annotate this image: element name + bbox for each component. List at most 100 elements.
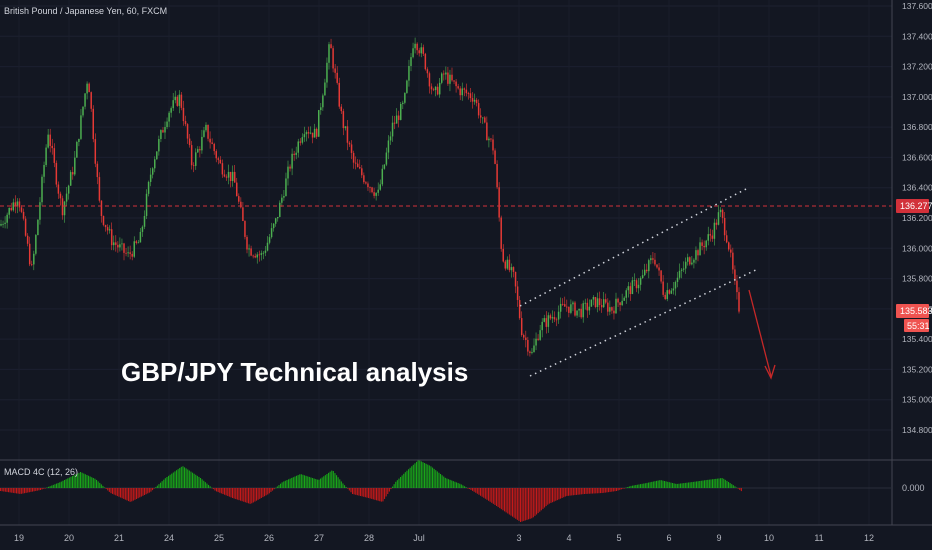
macd-bar: [336, 475, 338, 488]
candle-body: [418, 50, 420, 54]
macd-bar: [585, 488, 587, 494]
candle-body: [51, 145, 53, 149]
candle-body: [350, 144, 353, 153]
candle-body: [43, 164, 45, 177]
macd-bar: [494, 488, 496, 505]
macd-bar: [478, 488, 480, 495]
time-tick-label: 24: [164, 533, 174, 543]
ascending-channel[interactable]: [519, 187, 759, 377]
macd-bar: [387, 488, 389, 494]
macd-pane[interactable]: MACD 4C (12, 26) 0.000: [0, 459, 932, 525]
macd-bar: [588, 488, 590, 494]
macd-bar: [460, 484, 462, 488]
macd-bar: [201, 479, 203, 488]
macd-bar: [486, 488, 488, 500]
macd-bar: [144, 488, 146, 495]
candle-body: [334, 68, 336, 73]
macd-bar: [257, 488, 259, 500]
macd-bar: [718, 478, 720, 488]
channel-lower-line[interactable]: [529, 268, 759, 377]
time-axis[interactable]: 19 20 21 24 25 26 27 28 Jul 3 4 5 6 9 10 11 12: [0, 524, 932, 543]
macd-bar: [68, 477, 70, 488]
macd-bar: [668, 482, 670, 488]
macd-bar: [374, 488, 376, 500]
time-tick-label: 21: [114, 533, 124, 543]
macd-bar: [398, 478, 400, 488]
candle-body: [297, 141, 299, 153]
macd-bar: [108, 488, 110, 492]
countdown-value: 55:31: [907, 321, 930, 331]
macd-bar: [440, 474, 442, 488]
candle-body: [621, 300, 623, 306]
macd-bar: [715, 478, 717, 488]
macd-bar: [686, 482, 688, 488]
macd-bar: [614, 488, 616, 492]
macd-bar: [222, 488, 224, 495]
time-tick-label: 3: [516, 533, 521, 543]
price-tick-label: 135.200: [902, 364, 932, 374]
macd-bar: [481, 488, 483, 497]
candle-body: [668, 290, 671, 294]
candle-body: [18, 201, 21, 208]
candle-body: [529, 351, 531, 353]
candle-body: [449, 74, 451, 84]
candle-body: [166, 121, 168, 128]
macd-bar: [699, 480, 701, 488]
macd-bar: [112, 488, 114, 494]
candle-body: [45, 147, 47, 165]
macd-bar: [737, 488, 739, 489]
macd-bar: [72, 476, 74, 488]
macd-bar: [502, 488, 504, 511]
candle-body: [277, 216, 279, 219]
candle-body: [658, 267, 660, 271]
candle-body: [414, 43, 416, 49]
candle-body: [541, 321, 543, 331]
macd-bar: [316, 479, 318, 488]
macd-label[interactable]: MACD 4C (12, 26): [4, 467, 78, 477]
macd-bar: [723, 478, 725, 488]
candle-body: [96, 163, 99, 178]
macd-bar: [547, 488, 549, 505]
macd-bar: [662, 480, 664, 488]
macd-bar: [252, 488, 254, 503]
price-axis[interactable]: 137.600 137.400 137.200 137.000 136.800 136.6…: [891, 0, 932, 460]
candle-body: [14, 202, 17, 206]
macd-bar: [256, 488, 258, 501]
candle-body: [484, 117, 486, 123]
macd-bar: [624, 488, 626, 489]
macd-bar: [321, 477, 323, 488]
time-tick-label: Jul: [413, 533, 425, 543]
symbol-title[interactable]: British Pound / Japanese Yen, 60, FXCM: [4, 6, 167, 16]
macd-bar: [452, 481, 454, 488]
macd-bar: [692, 481, 694, 488]
macd-bar: [593, 488, 595, 494]
macd-bar: [32, 488, 34, 492]
macd-bar: [62, 480, 64, 488]
time-tick-label: 25: [214, 533, 224, 543]
down-arrow[interactable]: [748, 289, 776, 380]
macd-bar: [118, 488, 120, 497]
candle-body: [272, 223, 275, 229]
macd-bar: [294, 476, 296, 488]
macd-bar: [670, 482, 672, 488]
candle-body: [197, 149, 199, 153]
candle-body: [324, 82, 326, 96]
macd-bar: [540, 488, 542, 511]
macd-bar: [337, 477, 339, 488]
macd-bar: [713, 479, 715, 488]
macd-bar: [564, 488, 566, 497]
candle-body: [377, 189, 379, 193]
macd-bar: [464, 486, 466, 488]
macd-bar: [376, 488, 378, 501]
macd-bar: [124, 488, 126, 500]
macd-bar: [521, 488, 523, 522]
candle-body: [594, 297, 597, 308]
candle-body: [625, 290, 627, 298]
candle-body: [373, 192, 375, 196]
candle-body: [254, 255, 256, 258]
candle-body: [422, 47, 425, 54]
macd-bar: [283, 481, 285, 488]
candle-body: [719, 209, 722, 213]
price-tick-label: 135.400: [902, 334, 932, 344]
